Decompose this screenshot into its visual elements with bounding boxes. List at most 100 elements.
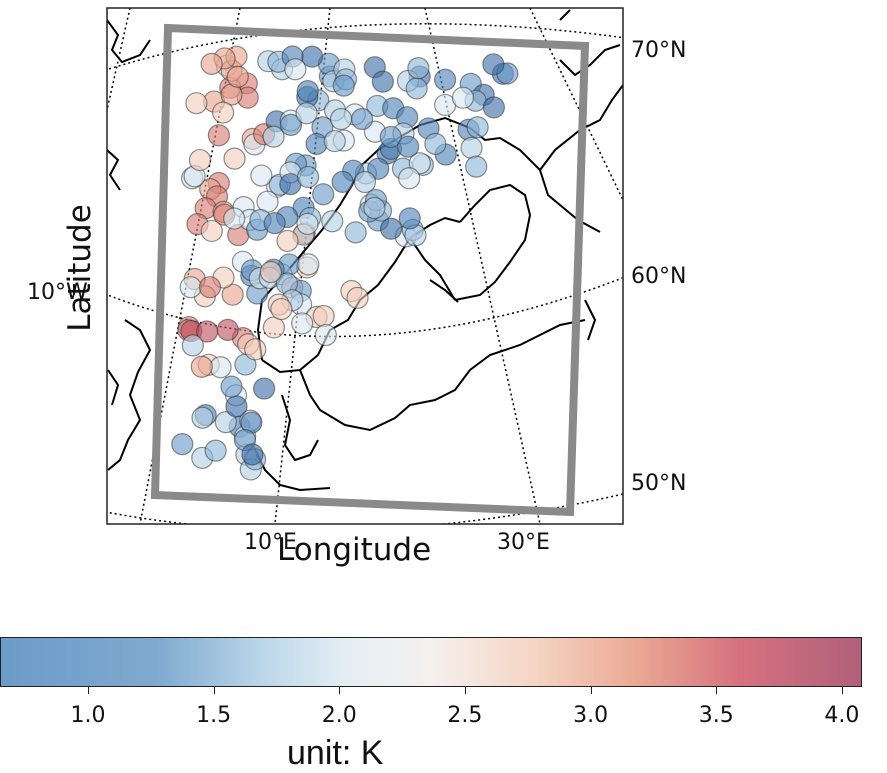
- colorbar-tick-label: 2.5: [447, 703, 483, 728]
- station-point: [253, 377, 276, 400]
- colorbar-tick-label: 4.0: [824, 703, 860, 728]
- station-point: [434, 68, 457, 91]
- station-point: [225, 395, 248, 418]
- lat-label-50n: 50°N: [631, 471, 687, 496]
- lon-label-10w: 10°W: [27, 280, 88, 305]
- station-point: [250, 164, 273, 187]
- station-point: [185, 92, 208, 115]
- station-point: [371, 70, 394, 93]
- station-point: [207, 124, 230, 147]
- station-point: [179, 276, 202, 299]
- colorbar-tick: [716, 687, 718, 694]
- station-point: [221, 283, 244, 306]
- station-point: [198, 276, 222, 299]
- station-point: [363, 196, 386, 220]
- station-point: [321, 210, 344, 233]
- station-point: [263, 212, 286, 235]
- station-point: [284, 58, 307, 81]
- station-point: [291, 312, 314, 335]
- station-point: [312, 304, 335, 328]
- station-point: [408, 152, 431, 175]
- station-point: [171, 433, 194, 456]
- station-point: [241, 443, 264, 466]
- lon-label-10e: 10°E: [244, 530, 297, 555]
- station-point: [331, 170, 354, 193]
- map-frame: [106, 7, 624, 525]
- station-point: [204, 439, 227, 462]
- station-point: [346, 286, 369, 309]
- coastline: [107, 9, 623, 492]
- domain-box: [150, 23, 590, 517]
- lat-label-60n: 60°N: [631, 264, 687, 289]
- colorbar-tick-label: 3.5: [698, 703, 734, 728]
- station-point: [323, 129, 346, 153]
- station-point: [244, 338, 267, 361]
- station-point: [296, 212, 319, 236]
- y-axis-title: Latitude: [62, 204, 98, 332]
- station-point: [270, 297, 293, 321]
- colorbar-tick: [841, 687, 843, 694]
- graticule: [107, 8, 623, 524]
- station-point: [295, 102, 318, 125]
- station-point: [353, 170, 377, 194]
- lat-label-70n: 70°N: [631, 38, 687, 63]
- station-point: [226, 65, 249, 88]
- station-points: [171, 45, 519, 481]
- station-point: [329, 107, 353, 131]
- station-point: [200, 219, 223, 243]
- station-point: [191, 406, 214, 429]
- station-point: [312, 183, 335, 206]
- colorbar-unit-label: unit: K: [287, 734, 384, 772]
- station-point: [397, 135, 420, 158]
- colorbar-tick-label: 3.0: [573, 703, 609, 728]
- station-point: [451, 86, 475, 109]
- station-point: [380, 217, 403, 240]
- station-point: [223, 207, 246, 230]
- station-point: [407, 57, 430, 80]
- station-point: [276, 229, 299, 253]
- station-point: [259, 260, 282, 284]
- station-point: [211, 101, 235, 124]
- lon-label-30e: 30°E: [497, 530, 550, 555]
- station-point: [466, 116, 489, 139]
- colorbar-tick: [213, 687, 215, 694]
- colorbar-tick: [339, 687, 341, 694]
- colorbar-tick-label: 1.0: [70, 703, 106, 728]
- station-point: [190, 355, 213, 378]
- station-point: [398, 167, 421, 190]
- station-point: [482, 53, 505, 76]
- station-point: [424, 132, 447, 155]
- colorbar: [0, 637, 862, 687]
- station-point: [216, 318, 239, 342]
- station-point: [296, 80, 319, 103]
- station-point: [200, 52, 223, 75]
- colorbar-tick: [590, 687, 592, 694]
- x-axis-title: Longitude: [277, 532, 432, 568]
- station-point: [460, 136, 483, 159]
- colorbar-tick-label: 2.0: [321, 703, 357, 728]
- station-point: [482, 96, 505, 119]
- station-point: [196, 320, 219, 343]
- station-point: [209, 356, 232, 379]
- station-point: [214, 411, 237, 434]
- station-point: [279, 113, 303, 136]
- station-point: [223, 147, 246, 170]
- colorbar-tick: [87, 687, 89, 694]
- station-point: [351, 107, 374, 131]
- station-point: [296, 165, 320, 189]
- station-point: [405, 77, 428, 100]
- station-point: [262, 125, 285, 148]
- station-point: [332, 74, 355, 97]
- station-point: [297, 253, 320, 276]
- colorbar-tick-label: 1.5: [196, 703, 232, 728]
- station-point: [188, 148, 212, 172]
- station-point: [379, 125, 402, 149]
- station-point: [181, 334, 204, 357]
- station-point: [220, 375, 243, 398]
- station-point: [314, 323, 337, 347]
- station-point: [344, 221, 367, 244]
- station-point: [367, 157, 390, 180]
- station-point: [305, 132, 328, 156]
- colorbar-tick: [464, 687, 466, 694]
